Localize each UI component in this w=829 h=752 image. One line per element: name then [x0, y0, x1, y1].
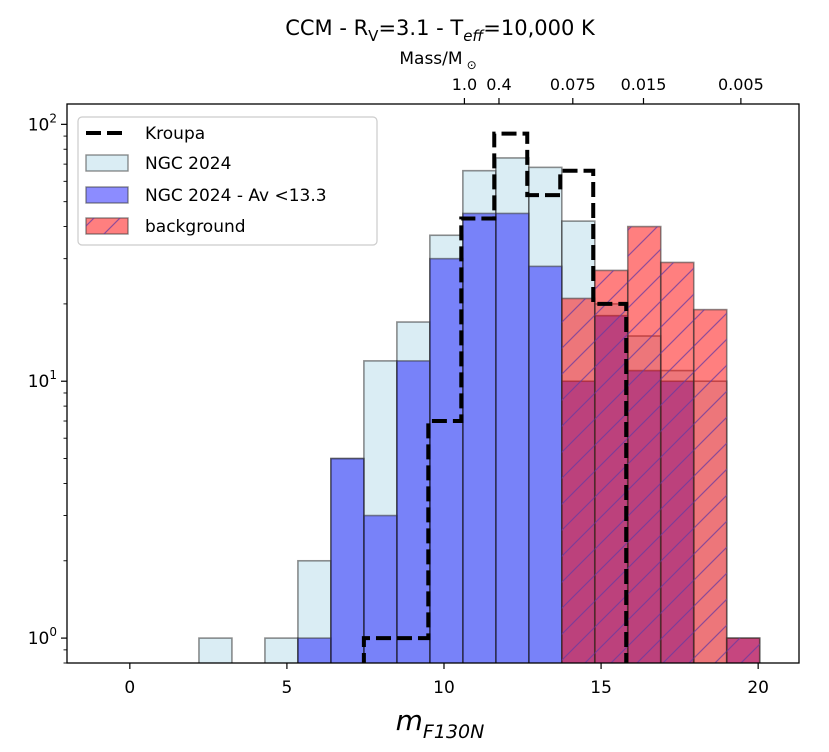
- legend-label-ngc-2024-av-13-3: NGC 2024 - Av <13.3: [145, 186, 327, 206]
- bar-ngc-2024: [297, 559, 332, 663]
- x-axis-label: mF130N: [396, 704, 485, 743]
- bar-ngc-2024-av-13-3: [462, 212, 497, 663]
- bar-ngc-2024-av-13-3: [429, 257, 464, 663]
- bar-ngc-2024: [528, 166, 563, 663]
- legend-box: [77, 116, 378, 246]
- bar-hatch-background: [627, 226, 661, 663]
- bar-ngc-2024: [264, 637, 299, 663]
- legend-label-ngc-2024: NGC 2024: [145, 154, 231, 174]
- bar-hatch-background: [660, 262, 694, 663]
- bar-ngc-2024-av-13-3: [330, 457, 365, 663]
- x-tick-label: 20: [747, 678, 769, 698]
- bar-ngc-2024: [429, 234, 464, 663]
- legend-label-kroupa: Kroupa: [145, 124, 205, 144]
- axes: 0 5 10 15 20 100 101 102 1.0 0.4 0.075 0.015 0.005: [28, 75, 800, 698]
- bar-ngc-2024-av-13-3: [297, 637, 332, 663]
- x-tick-label: 10: [433, 678, 455, 698]
- bar-hatch-background: [561, 298, 595, 663]
- top-tick-label: 0.075: [550, 75, 596, 94]
- x-tick-label: 5: [282, 678, 293, 698]
- bar-ngc-2024: [198, 637, 233, 663]
- top-tick-label: 0.005: [718, 75, 764, 94]
- bar-hatch-background: [693, 309, 727, 663]
- bar-ngc-2024: [495, 157, 530, 663]
- legend-swatch-ngc-2024-av-13-3: [85, 186, 129, 204]
- x-tick-label: 15: [590, 678, 612, 698]
- plot-area: [198, 131, 761, 663]
- chart-title: CCM - RV=3.1 - Teff=10,000 K: [285, 16, 596, 45]
- top-tick-label: 0.015: [621, 75, 667, 94]
- bar-hatch-background: [594, 270, 628, 663]
- axes-frame: [66, 103, 800, 664]
- y-tick-label: 101: [28, 368, 57, 392]
- bar-ngc-2024: [462, 169, 497, 663]
- top-tick-label: 1.0: [452, 75, 477, 94]
- y-tick-label: 100: [28, 625, 57, 649]
- legend: Kroupa NGC 2024 NGC 2024 - Av <13.3 backgro…: [77, 116, 378, 246]
- bar-ngc-2024-av-13-3: [495, 212, 530, 663]
- bar-ngc-2024-av-13-3: [528, 265, 563, 663]
- kroupa-line: [361, 131, 629, 663]
- legend-swatch-hatch: [86, 218, 128, 234]
- series-background: [561, 225, 761, 663]
- y-tick-label: 102: [28, 111, 57, 135]
- bar-ngc-2024-av-13-3: [396, 360, 431, 663]
- legend-swatch-ngc-2024: [85, 154, 129, 172]
- top-tick-label: 0.4: [486, 75, 511, 94]
- bar-ngc-2024: [330, 457, 365, 663]
- top-axis-label: Mass/M ⊙: [399, 49, 476, 72]
- bar-ngc-2024-av-13-3: [363, 514, 398, 663]
- x-tick-label: 0: [124, 678, 135, 698]
- bar-ngc-2024: [363, 360, 398, 663]
- bar-hatch-background: [726, 638, 760, 663]
- legend-label-background: background: [145, 217, 246, 237]
